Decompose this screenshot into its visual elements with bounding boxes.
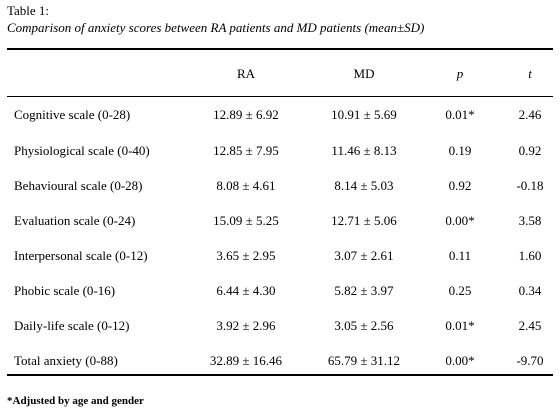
table-caption: Table 1: Comparison of anxiety scores be…	[7, 2, 424, 36]
ra-value: 32.89 ± 16.46	[209, 352, 283, 368]
header-md: MD	[353, 66, 375, 81]
anxiety-scores-table: RA MD p t Cognitive scale (0-28) 12.89 ±…	[7, 52, 560, 378]
top-rule	[7, 48, 553, 50]
p-value: 0.25	[448, 282, 472, 298]
table-row: Interpersonal scale (0-12) 3.65 ± 2.95 3…	[7, 238, 560, 273]
t-value: 0.92	[518, 142, 542, 158]
table-row: Phobic scale (0-16) 6.44 ± 4.30 5.82 ± 3…	[7, 273, 560, 308]
p-value: 0.19	[448, 142, 472, 158]
row-label: Evaluation scale (0-24)	[14, 212, 136, 228]
p-value: 0.11	[448, 247, 472, 263]
p-value: 0.00*	[445, 352, 475, 368]
t-value: 0.34	[518, 282, 542, 298]
bottom-rule	[7, 374, 553, 376]
row-label: Total anxiety (0-88)	[14, 352, 118, 368]
ra-value: 8.08 ± 4.61	[216, 177, 276, 193]
row-label: Interpersonal scale (0-12)	[14, 247, 148, 263]
table-header-row: RA MD p t	[7, 52, 560, 96]
header-t: t	[528, 66, 532, 81]
md-value: 3.07 ± 2.61	[334, 247, 394, 263]
table-title: Table 1:	[7, 3, 50, 18]
table-subtitle: Comparison of anxiety scores between RA …	[7, 20, 425, 35]
md-value: 8.14 ± 5.03	[334, 177, 394, 193]
header-ra: RA	[236, 66, 256, 81]
table-row: Cognitive scale (0-28) 12.89 ± 6.92 10.9…	[7, 96, 560, 133]
p-value: 0.00*	[445, 212, 475, 228]
row-label: Phobic scale (0-16)	[14, 282, 116, 298]
t-value: 1.60	[518, 247, 542, 263]
row-label: Daily-life scale (0-12)	[14, 317, 130, 333]
table-row: Total anxiety (0-88) 32.89 ± 16.46 65.79…	[7, 343, 560, 378]
p-value: 0.01*	[445, 317, 475, 333]
row-label: Behavioural scale (0-28)	[14, 177, 143, 193]
t-value: 3.58	[518, 212, 542, 228]
ra-value: 3.92 ± 2.96	[216, 317, 276, 333]
t-value: -9.70	[516, 352, 544, 368]
table-row: Physiological scale (0-40) 12.85 ± 7.95 …	[7, 133, 560, 168]
table-row: Evaluation scale (0-24) 15.09 ± 5.25 12.…	[7, 203, 560, 238]
header-measure	[7, 52, 184, 96]
md-value: 65.79 ± 31.12	[327, 352, 401, 368]
table-footnote: *Adjusted by age and gender	[7, 395, 144, 407]
header-p: p	[456, 66, 464, 81]
md-value: 11.46 ± 8.13	[331, 142, 397, 158]
md-value: 5.82 ± 3.97	[334, 282, 394, 298]
table-row: Behavioural scale (0-28) 8.08 ± 4.61 8.1…	[7, 168, 560, 203]
table-row: Daily-life scale (0-12) 3.92 ± 2.96 3.05…	[7, 308, 560, 343]
t-value: 2.46	[518, 106, 542, 122]
p-value: 0.01*	[445, 106, 475, 122]
ra-value: 15.09 ± 5.25	[213, 212, 279, 228]
t-value: -0.18	[516, 177, 544, 193]
ra-value: 6.44 ± 4.30	[216, 282, 276, 298]
p-value: 0.92	[448, 177, 472, 193]
md-value: 10.91 ± 5.69	[331, 106, 397, 122]
ra-value: 3.65 ± 2.95	[216, 247, 276, 263]
md-value: 12.71 ± 5.06	[331, 212, 397, 228]
t-value: 2.45	[518, 317, 542, 333]
row-label: Physiological scale (0-40)	[14, 142, 150, 158]
ra-value: 12.89 ± 6.92	[213, 106, 279, 122]
ra-value: 12.85 ± 7.95	[213, 142, 279, 158]
row-label: Cognitive scale (0-28)	[14, 106, 131, 122]
header-rule	[7, 96, 553, 97]
md-value: 3.05 ± 2.56	[334, 317, 394, 333]
